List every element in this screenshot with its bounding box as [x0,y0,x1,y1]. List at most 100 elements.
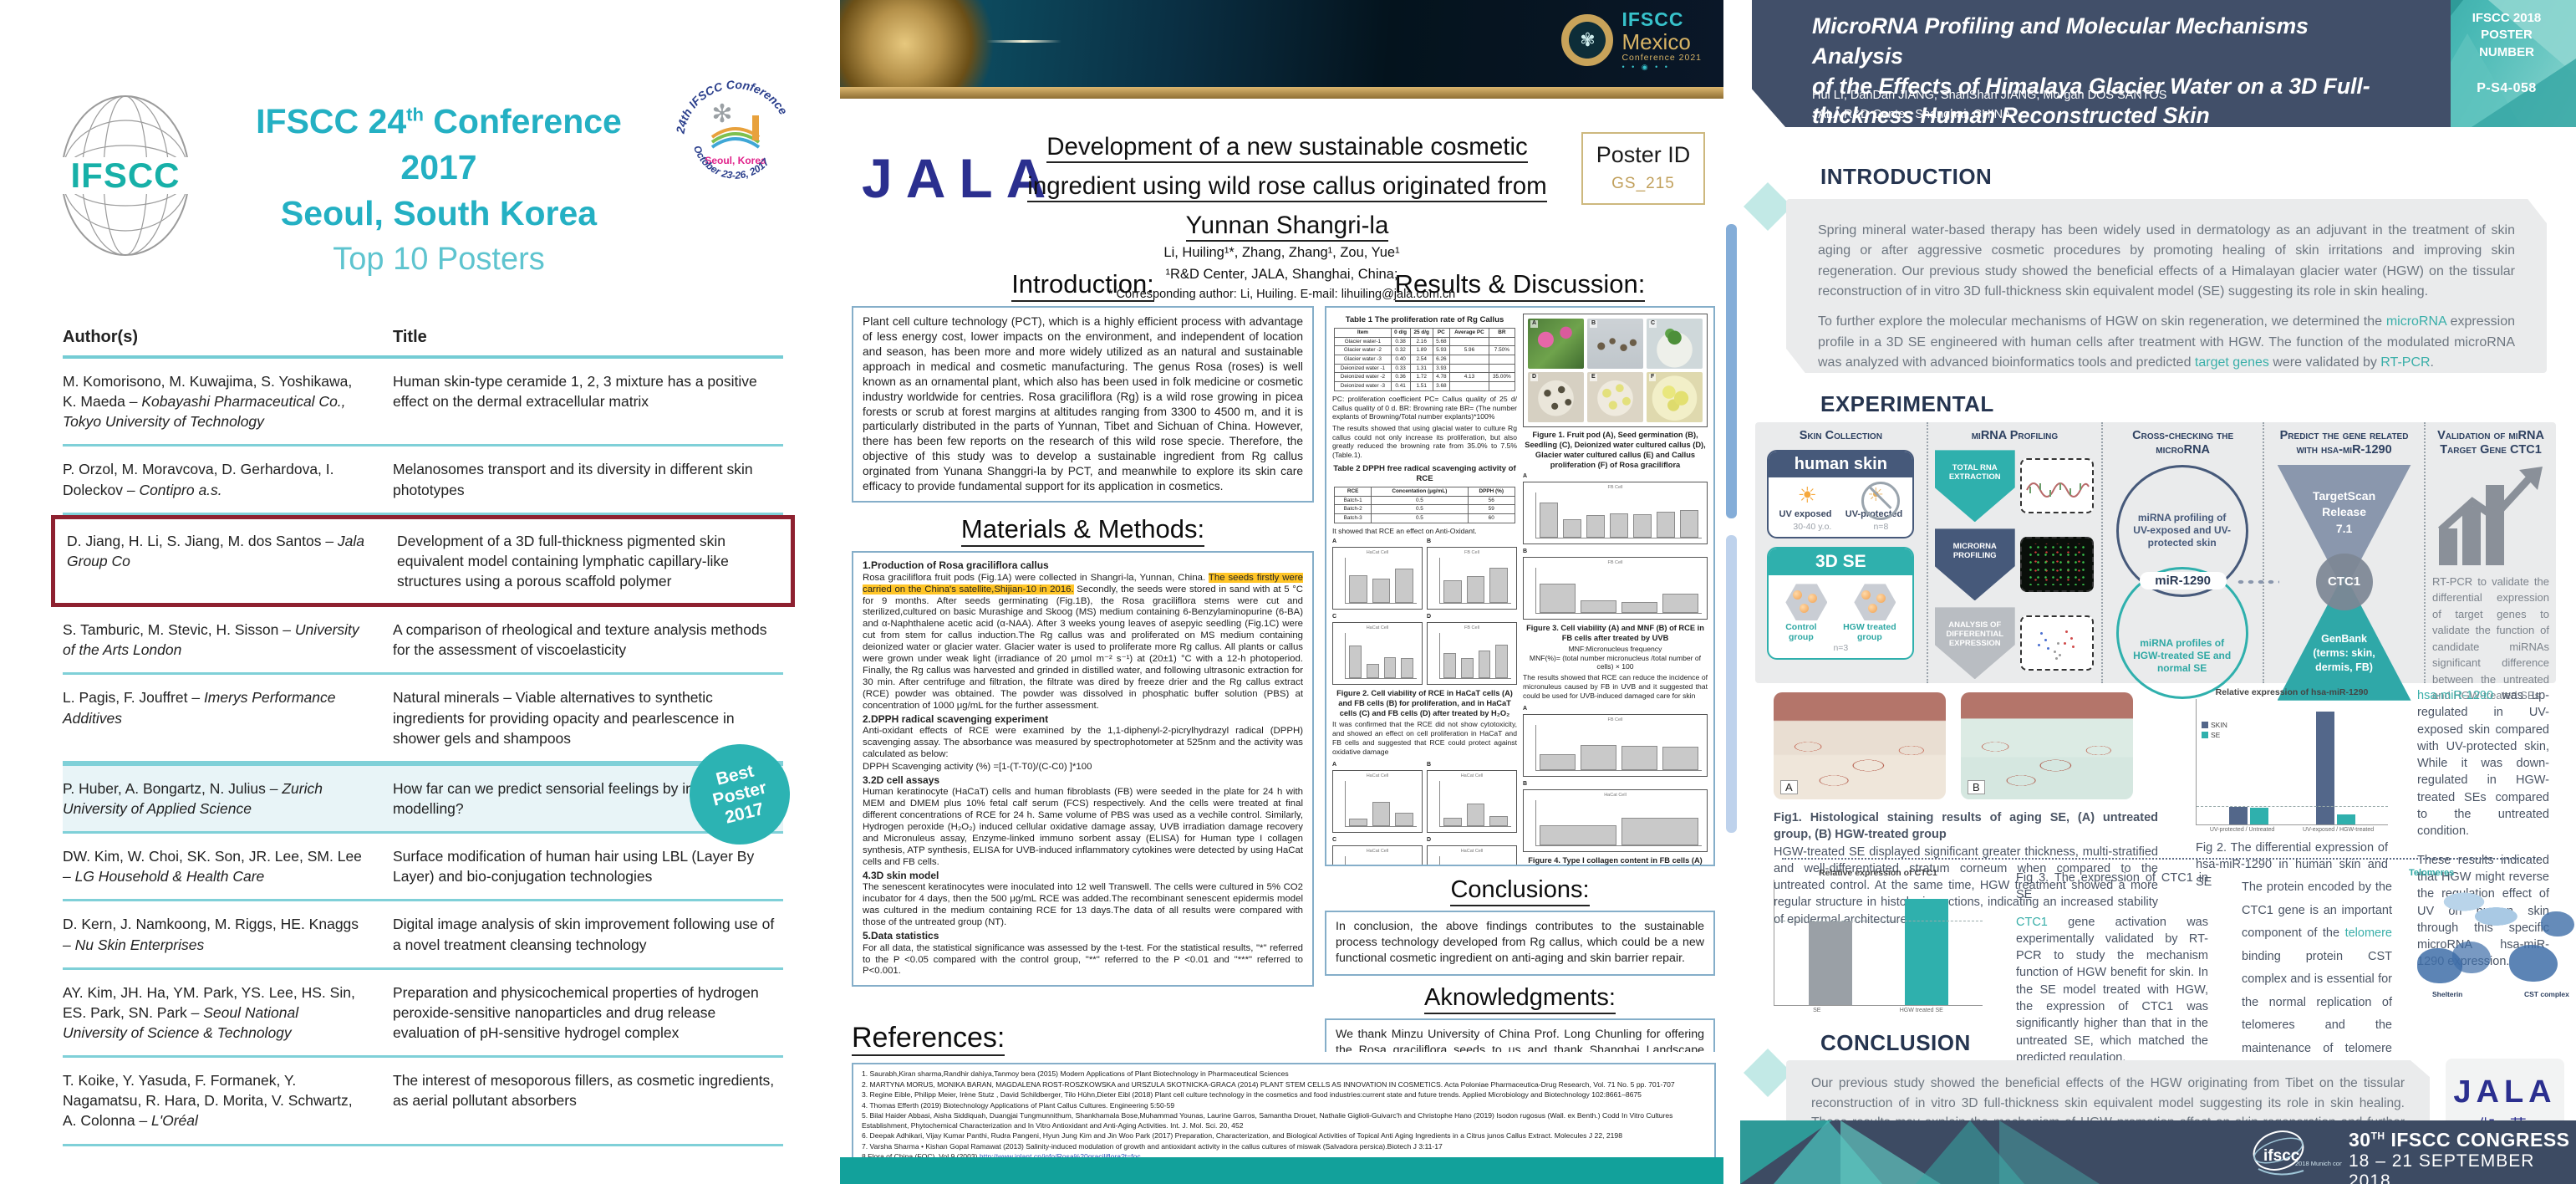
bottom-teal-bar [840,1157,1723,1184]
control-dish-icon [1785,584,1828,621]
results-heading: Results & Discussion: [1325,269,1715,302]
poster-number-value: P-S4-058 [2477,80,2537,95]
microarray-thumbnail-icon [2019,537,2094,593]
flow-mirna-profiling: miRNA Profiling TOTAL RNA EXTRACTION MIC… [1926,422,2101,683]
flow-col3-title: Cross-checking the microRNA [2132,429,2234,457]
conference-stamp-icon: 24th IFSCC Conference ✻ Seoul, Korea Oct… [669,67,802,201]
fig3-text-block: Fig 3. The expression of CTC1 in SE CTC1… [2016,871,2208,1064]
col-title: Title [393,328,427,346]
poster-id-label: Poster ID [1596,142,1691,167]
scrollbar-thumb[interactable] [1726,224,1737,518]
table-body: M. Komorisono, M. Kuwajima, S. Yoshikawa… [51,359,801,1146]
results-left-subcol: Table 1 The proliferation rate of Rg Cal… [1332,314,1517,865]
authors-cell: L. Pagis, F. Jouffret – Imerys Performan… [63,689,336,727]
fig2-chart-title: Relative expression of hsa-miR-1290 [2215,687,2369,697]
right-edge-decoration-icon [2533,264,2576,337]
intro-paragraph-1: Spring mineral water-based therapy has b… [1818,223,2515,299]
mm-s5-text: For all data, the statistical significan… [863,942,1303,977]
mm-s2-formula: DPPH Scavenging activity (%) =[1-(T-T0)/… [863,761,1092,772]
reference-item: 1. Saurabh,Kiran sharma,Randhir dahiya,T… [862,1069,1289,1078]
figure3-caption: Figure 3. Cell viability (A) and MNF (B)… [1526,623,1704,642]
poster-id-box: Poster ID GS_215 [1581,132,1705,205]
table1-note: PC: proliferation coefficient PC= Callus… [1332,394,1517,421]
authors-cell: D. Jiang, H. Li, S. Jiang, M. dos Santos… [67,532,365,569]
conclusion-edge-decoration-icon [1725,1030,1792,1097]
figure-photo-seedling: C [1647,319,1703,369]
references-heading: References: [852,1022,1005,1056]
figure3-text: The results showed that RCE can reduce t… [1523,673,1708,701]
telomeres-label: Telomeres [2409,868,2455,878]
jala-logo: JALA [862,147,1060,209]
middle-right-column: Results & Discussion: Table 1 The prolif… [1325,266,1715,1052]
dotted-connector-icon [2235,578,2279,585]
table-row: P. Orzol, M. Moravcova, D. Gerhardova, I… [63,447,783,515]
authors-cell: M. Komorisono, M. Kuwajima, S. Yoshikawa… [63,373,353,431]
poster-title: Development of a new sustainable cosmeti… [1011,127,1563,246]
left-poster-top10: IFSCC IFSCC 24th Conference 2017 Seoul, … [0,0,840,1184]
data-table: RCE Concentation (μg/mL) DPPH (%) Batch-1 0.… [1334,486,1515,523]
funnel-diagram: TargetScan Release 7.1 GenBank (terms: skin… [2235,464,2415,701]
table-row: P. Huber, A. Bongartz, N. Julius – Zuric… [63,733,801,855]
human-skin-label: human skin [1769,452,1913,478]
mm-s4-text: The senescent keratinocytes were inocula… [863,882,1303,928]
age-label: 30-40 y.o. [1793,522,1832,533]
bar [1904,899,1948,1005]
ifscc-mexico-logo: ✾ IFSCC Mexico Conference 2021 • • ◉ • • [1561,8,1702,72]
table-row: DW. Kim, W. Choi, SK. Son, JR. Lee, SM. … [63,834,783,902]
reference-link[interactable]: http://www.iplant.cn/info/Rosa%20gracili… [980,1152,1141,1161]
hgw-group-label: HGW treated group [1843,622,1896,643]
fig2-side-text: hsa-miR-1290 was up-regulated in UV-expo… [2417,689,2549,968]
mini-chart-panel: A HaCat Cell [1332,762,1423,833]
table1-title: Table 1 The proliferation rate of Rg Cal… [1345,315,1504,324]
fig3-caption: Fig 3. The expression of CTC1 in SE [2016,871,2208,902]
authors-cell: P. Huber, A. Bongartz, N. Julius – Zuric… [63,779,323,817]
svg-text:IFSCC: IFSCC [71,156,181,195]
mini-chart-panel: A HaCat Cell [1332,538,1423,610]
authors-cell: AY. Kim, JH. Ha, YM. Park, YS. Lee, HS. … [63,983,355,1041]
fig1-caption: Fig1. Histological staining results of a… [1774,811,2158,842]
svg-text:2018 Munich congress: 2018 Munich congress [2295,1160,2342,1167]
gold-divider [840,87,1723,99]
acknowledgments-box: We thank Minzu University of China Prof.… [1325,1018,1715,1052]
middle-poster-jala-rose: ✾ IFSCC Mexico Conference 2021 • • ◉ • •… [840,0,1723,1184]
authors-cell: S. Tamburic, M. Stevic, H. Sisson – Univ… [63,621,359,659]
table2-title: Table 2 DPPH free radical scavenging act… [1333,463,1516,483]
scrollbar-track[interactable] [1723,0,1740,1184]
bar [2337,814,2356,824]
jala-logo: JALA [2453,1074,2557,1110]
ctc1-circle: CTC1 [2315,553,2373,610]
authors-cell: D. Kern, J. Namkoong, M. Riggs, HE. Knag… [63,916,359,953]
figure4-charts: A FB Cell B HaCat Cell [1523,706,1708,852]
introduction-panel: Spring mineral water-based therapy has b… [1786,199,2547,373]
bar [2316,712,2335,824]
telomere-diagram: Telomeres Shelterin CST complex [2409,868,2576,1027]
mm-s5-head: 5.Data statistics [863,930,939,942]
mm-s1-text: Rosa graciliflora fruit pods (Fig.1A) we… [863,572,1303,711]
uv-protected-icon: ☀ [1861,481,1901,520]
title-cell: Melanosomes transport and its diversity … [393,461,753,498]
header-navy-slab: MicroRNA Profiling and Molecular Mechani… [1752,0,2451,127]
references-section: References: 1. Saurabh,Kiran sharma,Rand… [852,1022,1716,1170]
top10-table: Author(s) Title M. Komorisono, M. Kuwaji… [51,328,801,1146]
authors-line: Hui LI, DanDan JIANG, ShanShan JIANG, Mo… [1812,89,2167,102]
footer-text: 30TH IFSCC CONGRESS 18 – 21 SEPTEMBER 20… [2349,1129,2570,1184]
title-cell: The interest of mesoporous fillers, as c… [393,1072,775,1110]
table2-text: It showed that RCE an effect on Anti-Oxi… [1332,526,1477,535]
authors-block: Li, Huiling¹*, Zhang, Zhang¹, Zou, Yue¹ … [840,242,1723,304]
authors-cell: P. Orzol, M. Moravcova, D. Gerhardova, I… [63,461,334,498]
rna-thumbnail-icon [2019,458,2094,514]
intro-edge-decoration-icon [1725,164,1792,231]
introduction-heading: INTRODUCTION [1820,164,1993,189]
reference-item: 3. Regine Eible, Philipp Meier, Irène St… [862,1090,1642,1100]
figure-photo-seeds: B [1587,319,1643,369]
svg-text:Seoul, Korea: Seoul, Korea [705,155,766,166]
svg-text:✻: ✻ [711,100,732,128]
total-rna-arrow: TOTAL RNA EXTRACTION [1934,450,2015,523]
fig1-text: HGW-treated SE displayed significant gre… [1774,845,2158,926]
mexico-logo-mexico: Mexico [1621,29,1691,54]
scrollbar-thumb-secondary[interactable] [1726,535,1737,833]
svg-text:ifscc: ifscc [2263,1147,2300,1165]
poster-title: MicroRNA Profiling and Molecular Mechani… [1812,13,2370,129]
flow-col1-title: Skin Collection [1799,429,1882,442]
flow-validation: Validation of miRNA Target Gene CTC1 RT-P… [2424,422,2556,702]
